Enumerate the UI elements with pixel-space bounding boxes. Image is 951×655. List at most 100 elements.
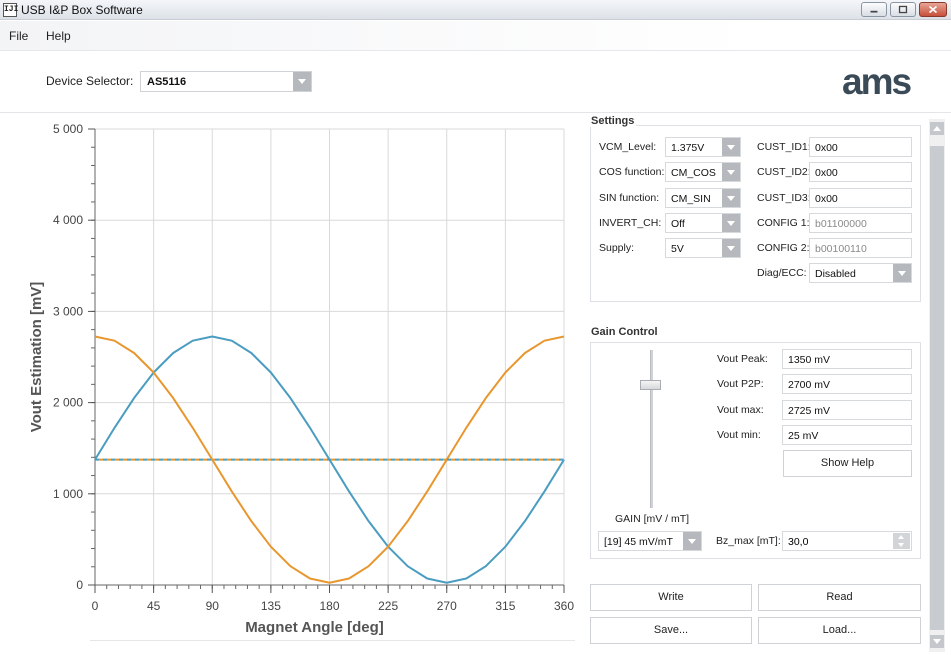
close-icon (928, 5, 938, 14)
x-tick-label: 90 (206, 599, 220, 613)
chevron-down-icon[interactable] (722, 163, 740, 181)
cust-id1-label: CUST_ID1: (757, 141, 811, 153)
chevron-down-icon[interactable] (893, 264, 911, 282)
config1-field: b01100000 (809, 213, 912, 233)
vout-peak-value: 1350 mV (788, 354, 831, 366)
scroll-down-icon[interactable] (930, 635, 944, 648)
diag-ecc-dropdown[interactable]: Disabled (809, 263, 912, 283)
gain-slider-handle[interactable] (640, 380, 661, 390)
vout-min-value: 25 mV (788, 430, 819, 442)
vout-max-field: 2725 mV (782, 400, 912, 420)
save-button[interactable]: Save... (590, 617, 752, 644)
gain-dropdown[interactable]: [19] 45 mV/mT (598, 531, 702, 551)
config2-field: b00100110 (809, 238, 912, 258)
supply-label: Supply: (599, 242, 635, 254)
chevron-down-icon[interactable] (293, 72, 311, 91)
menu-file[interactable]: File (9, 29, 29, 43)
invert-ch-value: Off (671, 218, 685, 230)
cust-id3-label: CUST_ID3: (757, 192, 811, 204)
config2-label: CONFIG 2: (757, 242, 810, 254)
chevron-down-icon[interactable] (722, 138, 740, 156)
logo-text: ams (842, 66, 911, 98)
menu-help[interactable]: Help (46, 29, 71, 43)
vcm-level-dropdown[interactable]: 1.375V (665, 137, 741, 157)
cos-function-value: CM_COS (671, 167, 716, 179)
spin-up-icon[interactable] (893, 533, 910, 541)
device-selector-dropdown[interactable]: AS5116 (140, 71, 312, 92)
cos-function-dropdown[interactable]: CM_COS (665, 162, 741, 182)
x-tick-label: 270 (437, 599, 457, 613)
chevron-down-icon[interactable] (722, 189, 740, 207)
minimize-icon (870, 10, 878, 13)
sin-function-label: SIN function: (599, 192, 660, 204)
series-line-2 (94, 335, 565, 584)
device-selector-label: Device Selector: (46, 74, 134, 88)
cust-id3-value: 0x00 (815, 193, 838, 205)
close-button[interactable] (919, 2, 947, 17)
x-tick-label: 45 (147, 599, 161, 613)
config1-value: b01100000 (815, 218, 867, 230)
config1-label: CONFIG 1: (757, 217, 810, 229)
vout-max-value: 2725 mV (788, 405, 831, 417)
app-icon: IJI (3, 3, 18, 17)
cos-function-label: COS function: (599, 166, 665, 178)
write-button[interactable]: Write (590, 584, 752, 611)
supply-dropdown[interactable]: 5V (665, 238, 741, 258)
chart-svg: 0 1 000 2 000 3 000 4 000 5 000 0 45 90 135 180 225… (28, 122, 574, 636)
y-tick-label: 4 000 (53, 213, 83, 227)
chevron-down-icon[interactable] (722, 214, 740, 232)
maximize-button[interactable] (890, 2, 916, 17)
x-axis-label: Magnet Angle [deg] (245, 619, 384, 636)
chevron-down-icon[interactable] (683, 532, 701, 550)
vout-peak-field: 1350 mV (782, 349, 912, 369)
cust-id3-field[interactable]: 0x00 (809, 188, 912, 208)
x-tick-label: 180 (319, 599, 339, 613)
cust-id1-value: 0x00 (815, 142, 838, 154)
vout-min-field: 25 mV (782, 425, 912, 445)
vcm-level-label: VCM_Level: (599, 141, 657, 153)
sin-function-value: CM_SIN (671, 193, 711, 205)
y-tick-label: 1 000 (53, 487, 83, 501)
maximize-icon (898, 5, 908, 14)
device-selector-value: AS5116 (147, 76, 187, 88)
cust-id1-field[interactable]: 0x00 (809, 137, 912, 157)
bz-max-value: 30,0 (788, 536, 809, 548)
read-button[interactable]: Read (758, 584, 921, 611)
sin-function-dropdown[interactable]: CM_SIN (665, 188, 741, 208)
y-tick-label: 5 000 (53, 122, 83, 136)
scroll-up-icon[interactable] (930, 122, 944, 135)
load-button[interactable]: Load... (758, 617, 921, 644)
y-tick-label: 0 (76, 578, 83, 592)
gain-slider-label: GAIN [mV / mT] (615, 513, 690, 525)
x-tick-label: 225 (378, 599, 398, 613)
bz-max-spinner[interactable]: 30,0 (782, 531, 912, 551)
settings-title: Settings (589, 115, 637, 127)
vcm-level-value: 1.375V (671, 142, 705, 154)
vout-min-label: Vout min: (717, 429, 761, 441)
x-tick-label: 360 (554, 599, 574, 613)
vout-p2p-value: 2700 mV (788, 379, 831, 391)
y-tick-label: 2 000 (53, 396, 83, 410)
vout-peak-label: Vout Peak: (717, 353, 768, 365)
vertical-scrollbar[interactable] (929, 119, 945, 652)
x-tick-label: 315 (495, 599, 515, 613)
diag-ecc-value: Disabled (815, 268, 856, 280)
chevron-down-icon[interactable] (722, 239, 740, 257)
vout-p2p-field: 2700 mV (782, 374, 912, 394)
minimize-button[interactable] (861, 2, 887, 17)
supply-value: 5V (671, 243, 684, 255)
show-help-button[interactable]: Show Help (783, 450, 912, 477)
ams-logo: ams (842, 66, 913, 98)
vout-p2p-label: Vout P2P: (717, 378, 764, 390)
spin-down-icon[interactable] (893, 541, 910, 549)
invert-ch-dropdown[interactable]: Off (665, 213, 741, 233)
config2-value: b00100110 (815, 243, 867, 255)
x-tick-label: 135 (261, 599, 281, 613)
scroll-thumb[interactable] (930, 146, 944, 630)
invert-ch-label: INVERT_CH: (599, 217, 662, 229)
vout-max-label: Vout max: (717, 404, 764, 416)
diag-ecc-label: Diag/ECC: (757, 267, 807, 279)
cust-id2-field[interactable]: 0x00 (809, 162, 912, 182)
gain-slider-track[interactable] (650, 350, 653, 508)
